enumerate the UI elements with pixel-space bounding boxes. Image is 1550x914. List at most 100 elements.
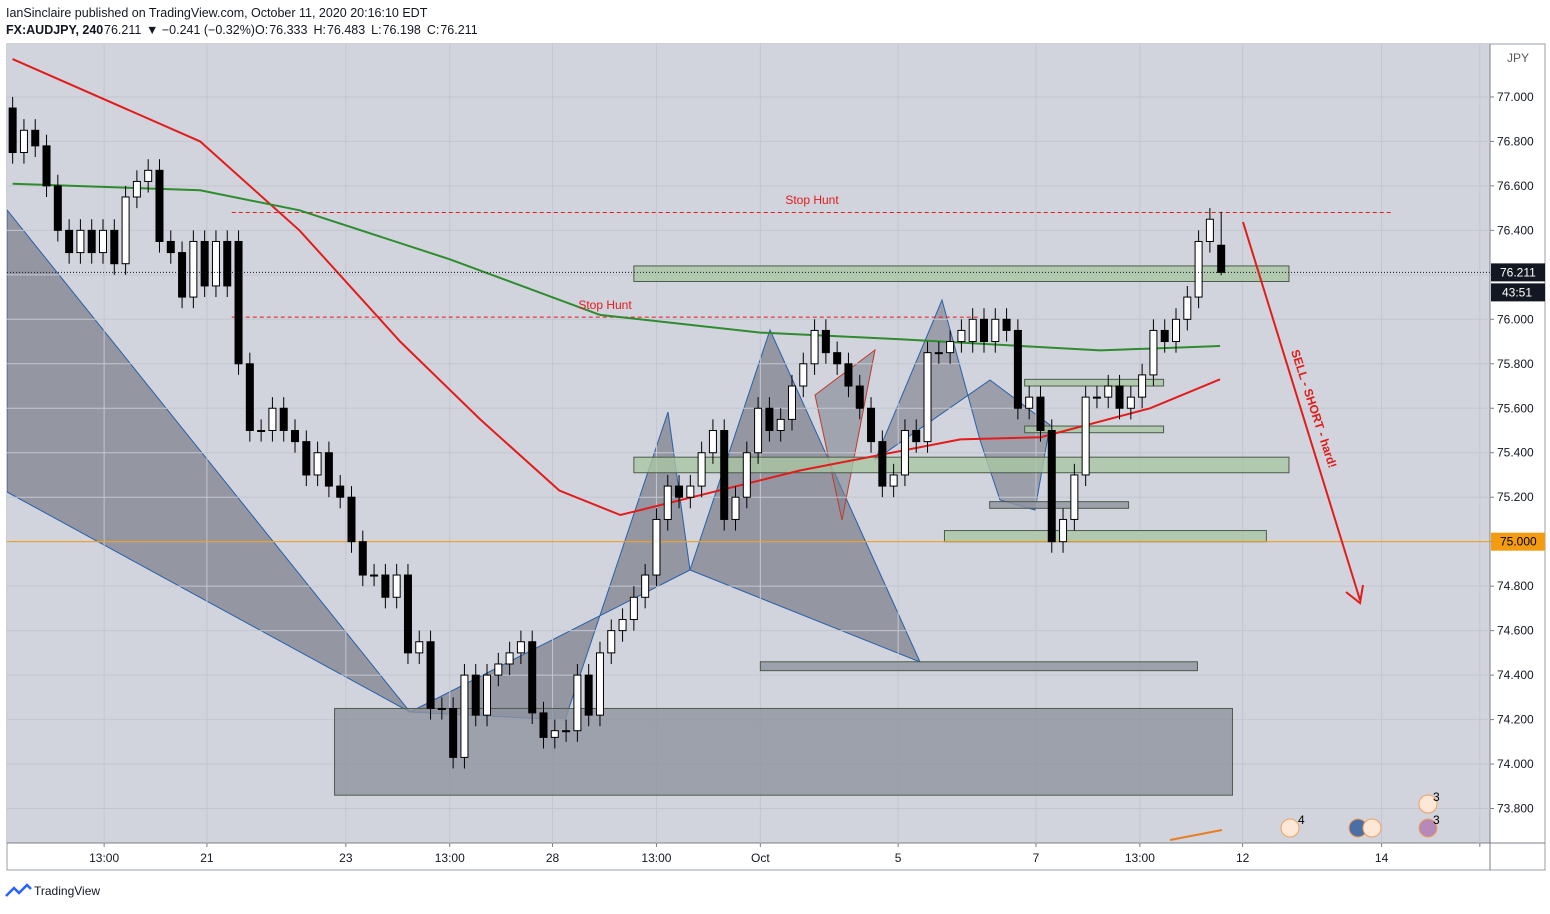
candle-body [1149, 329, 1158, 376]
plot [7, 44, 1490, 843]
symbol: FX:AUDJPY, 240 [6, 23, 103, 37]
x-tick-label: 13:00 [1125, 851, 1155, 865]
candle-body [979, 318, 988, 343]
candle-body [347, 496, 356, 543]
event [1348, 818, 1382, 838]
candle-body [900, 429, 909, 476]
candle-body [562, 730, 571, 733]
arrow [1242, 221, 1361, 601]
candle-body [810, 329, 819, 365]
event-icon [1280, 818, 1300, 838]
candle-body [742, 452, 751, 498]
candle-body [336, 485, 345, 498]
candle-body [1104, 385, 1113, 398]
candle-body [370, 574, 379, 577]
candle-body [437, 707, 446, 710]
candle-body [1115, 385, 1124, 409]
candle-body [132, 180, 141, 198]
annotation: Stop Hunt [785, 193, 839, 207]
candle-body [799, 363, 808, 387]
logo [5, 883, 32, 897]
candle-body [234, 240, 243, 365]
candle-body [87, 229, 96, 254]
y-tick-label: 75.800 [1497, 357, 1534, 371]
candle-body [189, 240, 198, 298]
candle-body [934, 352, 943, 355]
candle-body [19, 129, 28, 154]
currency: JPY [1507, 51, 1529, 65]
event-count: 4 [1298, 813, 1305, 827]
candle-body [550, 730, 559, 738]
candle-body [313, 452, 322, 476]
candle-body [460, 674, 469, 758]
candle-body [211, 240, 220, 287]
candle-body [99, 229, 108, 254]
x-tick-label: 21 [200, 851, 214, 865]
event-icon [1418, 818, 1438, 838]
arrow-head [1345, 584, 1364, 605]
candle-body [65, 229, 74, 254]
candle-body [110, 229, 119, 265]
candle-body [279, 407, 288, 431]
candle-body [415, 641, 424, 654]
x-tick-label: 28 [546, 851, 560, 865]
x-tick-label: 13:00 [89, 851, 119, 865]
annotation: Stop Hunt [578, 298, 632, 312]
candle-body [291, 429, 300, 443]
candle-body [1059, 518, 1068, 543]
x-tick-label: 12 [1236, 851, 1250, 865]
candle-body [1081, 396, 1090, 476]
candle-body [268, 407, 277, 431]
ohlc-key: H: [313, 23, 326, 37]
candle-body [358, 541, 367, 576]
candle-body [449, 707, 458, 758]
candle-body [584, 674, 593, 716]
y-tick-label: 74.800 [1497, 579, 1534, 593]
event-count: 3 [1433, 790, 1440, 804]
candle-body [595, 652, 604, 716]
event: 4 [1280, 813, 1305, 838]
candle-body [257, 429, 266, 432]
candle-body [787, 385, 796, 420]
ohlc-key: L: [371, 23, 381, 37]
candle-body [708, 429, 717, 454]
candle-body [121, 196, 130, 265]
event-icon [1418, 794, 1438, 814]
candle-body [686, 485, 695, 498]
y-tick-label: 75.200 [1497, 490, 1534, 504]
candle-body [1002, 318, 1011, 331]
candle-body [833, 352, 842, 365]
candle-body [42, 145, 51, 187]
zone [943, 530, 1267, 543]
price-tag [1491, 263, 1545, 282]
ohlc-value: 76.211 [440, 23, 477, 37]
x-tick-label: Oct [751, 851, 770, 865]
x-tick-label: 5 [895, 851, 902, 865]
candle-body [675, 485, 684, 498]
candle-body [652, 518, 661, 576]
candle-body [991, 318, 1000, 343]
indicator-line [1169, 829, 1223, 841]
candle-body [223, 240, 232, 287]
candle-body [1025, 396, 1034, 409]
zone [633, 456, 1290, 474]
candle-body [754, 407, 763, 454]
candle-body [76, 229, 85, 254]
candle-body [1194, 240, 1203, 298]
event: 33 [1418, 790, 1440, 838]
candle-body [957, 329, 966, 343]
candle-body [1160, 329, 1169, 343]
candle-body [912, 429, 921, 443]
candle-body [867, 407, 876, 443]
candle-body [1172, 318, 1181, 343]
candle-body [765, 407, 774, 431]
candle-body [1047, 429, 1056, 543]
candle-body [403, 574, 412, 654]
candle-body [720, 429, 729, 520]
candle-body [923, 352, 932, 443]
candle-body [1070, 474, 1079, 520]
candle-body [200, 240, 209, 287]
candle-body [821, 329, 830, 354]
y-tick-label: 76.600 [1497, 179, 1534, 193]
candle-body [844, 363, 853, 387]
